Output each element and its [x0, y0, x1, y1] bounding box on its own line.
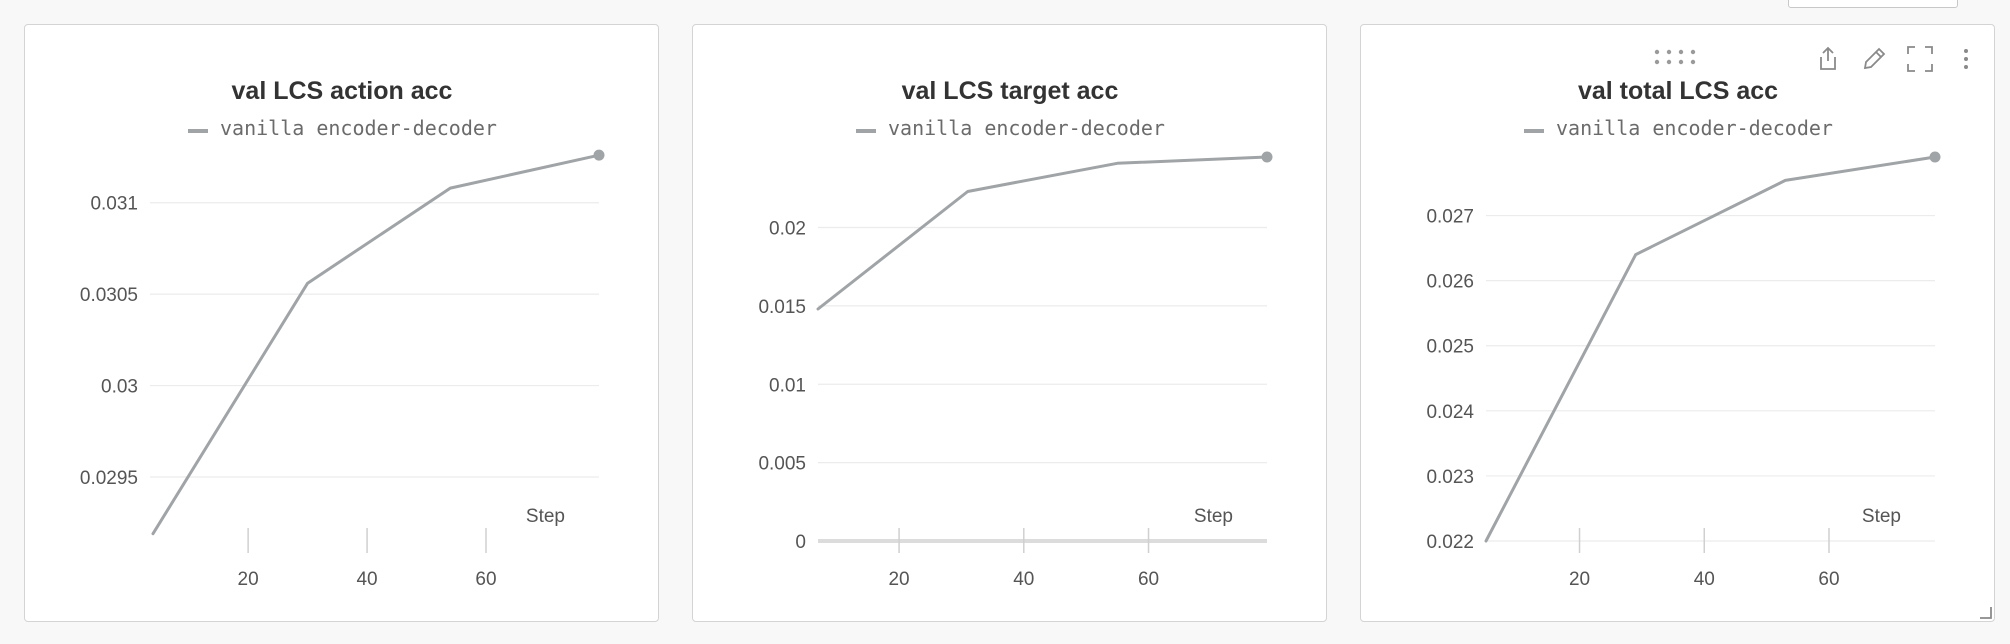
line-chart-val-lcs-target-acc: 0 0.005 0.01 0.015 0.02 20 40 60 val LCS target… [758, 77, 1273, 590]
y-tick-label: 0.02 [769, 219, 806, 240]
y-tick-label: 0.031 [90, 194, 138, 215]
y-tick-label: 0 [795, 532, 806, 553]
chart-title: val LCS target acc [902, 77, 1119, 105]
series-line [816, 155, 1269, 311]
x-tick-label: 40 [1694, 569, 1715, 590]
y-tick-label: 0.005 [758, 454, 806, 475]
x-tick-label: 60 [1138, 569, 1159, 590]
y-tick-label: 0.0305 [80, 285, 138, 306]
y-tick-label: 0.027 [1426, 207, 1474, 228]
legend-label: vanilla encoder-decoder [220, 116, 497, 140]
y-tick-label: 0.03 [101, 377, 138, 398]
chart-title: val LCS action acc [232, 77, 453, 105]
edit-icon[interactable] [1858, 43, 1890, 75]
line-chart-val-lcs-action-acc: 0.0295 0.03 0.0305 0.031 20 40 60 val LCS acti… [80, 77, 605, 590]
series-line [1484, 155, 1937, 543]
x-tick-label: 60 [1818, 569, 1839, 590]
more-vertical-icon[interactable] [1950, 43, 1982, 75]
y-tick-label: 0.026 [1426, 272, 1474, 293]
chart-title: val total LCS acc [1578, 77, 1778, 105]
fullscreen-icon[interactable] [1904, 43, 1936, 75]
panel-toolbar [1812, 43, 1982, 75]
x-tick-label: 20 [238, 569, 259, 590]
resize-handle-icon[interactable] [1978, 605, 1992, 619]
chart-panel-val-lcs-action-acc: 0.0295 0.03 0.0305 0.031 20 40 60 val LCS acti… [24, 24, 659, 622]
series-endpoint [1929, 151, 1941, 163]
x-axis-label: Step [1194, 506, 1233, 527]
y-tick-label: 0.015 [758, 297, 806, 318]
y-tick-label: 0.01 [769, 375, 806, 396]
series-endpoint [1261, 151, 1273, 163]
y-tick-label: 0.0295 [80, 468, 138, 489]
legend-label: vanilla encoder-decoder [1556, 116, 1833, 140]
x-tick-label: 60 [475, 569, 496, 590]
chart-panel-val-total-lcs-acc: 0.022 0.023 0.024 0.025 0.026 0.027 20 40 60 val… [1360, 24, 1995, 622]
y-tick-label: 0.023 [1426, 467, 1474, 488]
y-tick-label: 0.022 [1426, 532, 1474, 553]
x-tick-label: 40 [356, 569, 377, 590]
y-tick-label: 0.024 [1426, 402, 1474, 423]
x-axis-label: Step [526, 506, 565, 527]
x-axis-label: Step [1862, 506, 1901, 527]
y-tick-label: 0.025 [1426, 337, 1474, 358]
top-right-control[interactable] [1788, 0, 1958, 8]
share-icon[interactable] [1812, 43, 1844, 75]
x-tick-label: 20 [888, 569, 909, 590]
series-endpoint [593, 149, 605, 161]
x-tick-label: 20 [1569, 569, 1590, 590]
legend-label: vanilla encoder-decoder [888, 116, 1165, 140]
line-chart-val-total-lcs-acc: 0.022 0.023 0.024 0.025 0.026 0.027 20 40 60 val… [1426, 77, 1941, 590]
drag-handle-icon[interactable] [1653, 47, 1701, 67]
chart-panel-val-lcs-target-acc: 0 0.005 0.01 0.015 0.02 20 40 60 val LCS target… [692, 24, 1327, 622]
x-tick-label: 40 [1013, 569, 1034, 590]
series-line [151, 153, 601, 536]
